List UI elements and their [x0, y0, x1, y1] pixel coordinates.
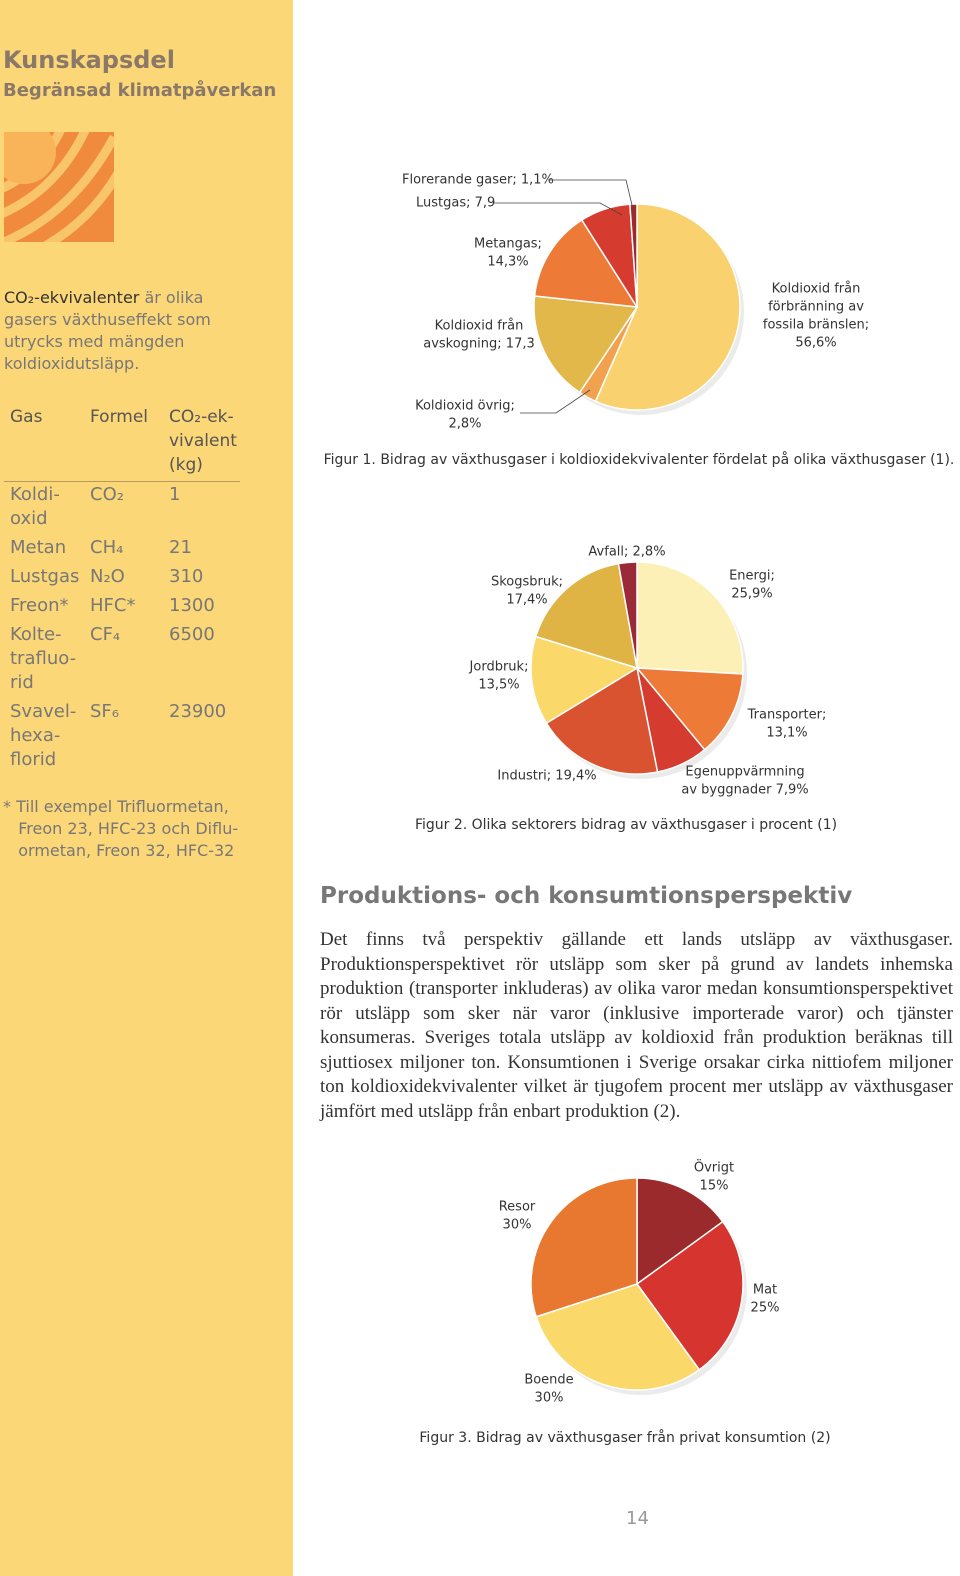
slice-label: fossila bränslen;	[763, 318, 869, 333]
pie-slice	[533, 218, 639, 308]
table-cell: HFC*	[90, 595, 136, 616]
slice-label: Boende	[524, 1373, 573, 1388]
definition-text: är olika gasers växthuseffekt som utryck…	[4, 288, 211, 373]
gas-table: Gas Formel CO₂-ek- vivalent (kg) Koldi- ox…	[4, 404, 240, 776]
pie-slice	[636, 561, 744, 675]
table-cell: N₂O	[90, 566, 125, 587]
slice-label: Egenuppvärmning	[685, 765, 804, 780]
table-cell: CO₂	[90, 484, 124, 505]
slice-label: Mat	[753, 1283, 777, 1298]
table-cell: CF₄	[90, 624, 121, 645]
slice-label: 13,1%	[766, 726, 807, 741]
table-cell: 6500	[169, 624, 215, 645]
table-cell: 23900	[169, 701, 227, 722]
pie-slice	[636, 1177, 724, 1286]
slice-label: Industri; 19,4%	[497, 769, 596, 784]
figure-caption: Figur 3. Bidrag av växthusgaser från pri…	[419, 1429, 830, 1446]
figure-caption: Figur 1. Bidrag av växthusgaser i koldio…	[324, 451, 955, 468]
slice-label: Jordbruk;	[469, 660, 529, 675]
table-cell: Metan	[10, 537, 67, 558]
table-row: Freon* HFC* 1300	[4, 593, 240, 622]
slice-label: avskogning; 17,3	[423, 337, 535, 352]
definition-term: CO₂-ekvivalenter	[4, 288, 140, 307]
slice-label: Övrigt	[694, 1159, 734, 1176]
slice-label: Florerande gaser; 1,1%	[402, 173, 554, 188]
pie-slice	[534, 562, 638, 670]
table-row: Koldi- oxid CO₂ 1	[4, 482, 240, 536]
slice-label: Metangas;	[474, 237, 542, 252]
sidebar	[0, 0, 293, 1576]
sidebar-title: Kunskapsdel	[3, 46, 175, 74]
pie-slice	[533, 295, 639, 394]
slice-label: 56,6%	[795, 336, 836, 351]
pie-slice	[635, 1220, 744, 1371]
table-row: Svavel- hexa- florid SF₆ 23900	[4, 699, 240, 776]
slice-label: 14,3%	[487, 255, 528, 270]
slice-label: 30%	[503, 1218, 532, 1233]
header-cell: CO₂-ek- vivalent (kg)	[163, 404, 240, 482]
slice-label: 30%	[535, 1391, 564, 1406]
table-cell: Lustgas	[10, 566, 80, 587]
slice-label: 25%	[751, 1301, 780, 1316]
article-heading: Produktions- och konsumtionsperspektiv	[320, 883, 853, 909]
pie-slice	[617, 561, 638, 669]
slice-label: Koldioxid från	[435, 319, 524, 334]
pie-slice	[530, 635, 639, 725]
table-cell: 310	[169, 566, 204, 587]
table-cell: Svavel- hexa- florid	[10, 701, 77, 770]
table-cell: 21	[169, 537, 192, 558]
leader-line	[493, 202, 623, 216]
sun-icon	[4, 132, 114, 242]
slice-label: Koldioxid från	[772, 282, 861, 297]
table-header: Gas Formel CO₂-ek- vivalent (kg)	[4, 404, 240, 482]
footnote: * Till exempel Trifluormetan, Freon 23, …	[3, 797, 239, 860]
pie-slice	[629, 203, 638, 308]
slice-label: Energi;	[729, 569, 775, 584]
table-cell: Koldi- oxid	[10, 484, 60, 529]
header-cell: Gas	[4, 404, 84, 482]
header-cell: Formel	[84, 404, 163, 482]
slice-label: förbränning av	[768, 300, 864, 315]
table-row: Lustgas N₂O 310	[4, 564, 240, 593]
table-row: Kolte- trafluo- rid CF₄ 6500	[4, 622, 240, 699]
pie-slice	[535, 1283, 701, 1391]
pie-slice	[530, 1177, 638, 1318]
slice-label: Koldioxid övrig;	[415, 399, 515, 414]
slice-label: Transporter;	[747, 708, 827, 723]
slice-label: 25,9%	[731, 587, 772, 602]
table-cell: 1300	[169, 595, 215, 616]
slice-label: 17,4%	[506, 593, 547, 608]
table-cell: 1	[169, 484, 181, 505]
table-cell: Kolte- trafluo- rid	[10, 624, 77, 693]
slice-label: Lustgas; 7,9	[416, 196, 495, 211]
table-cell: Freon*	[10, 595, 69, 616]
slice-label: Avfall; 2,8%	[588, 545, 665, 560]
definition: CO₂-ekvivalenter är olika gasers växthus…	[4, 287, 244, 375]
slice-label: av byggnader 7,9%	[681, 783, 808, 798]
table-body: Koldi- oxid CO₂ 1 Metan CH₄ 21 Lustgas N₂O 310 Fr…	[4, 482, 240, 777]
article-paragraph: Det finns två perspektiv gällande ett la…	[320, 929, 953, 1122]
table-row: Metan CH₄ 21	[4, 535, 240, 564]
slice-label: Skogsbruk;	[491, 575, 563, 590]
slice-label: Resor	[499, 1200, 536, 1215]
pie-slice	[545, 666, 659, 775]
page-number: 14	[626, 1508, 649, 1529]
table-cell: SF₆	[90, 701, 119, 722]
slice-label: 2,8%	[448, 417, 481, 432]
leader-line	[548, 179, 633, 206]
pie-slice	[635, 667, 744, 751]
leader-line	[520, 389, 591, 414]
slice-label: 13,5%	[478, 678, 519, 693]
figure-caption: Figur 2. Olika sektorers bidrag av växth…	[415, 817, 837, 833]
sidebar-subtitle: Begränsad klimatpåverkan	[3, 80, 277, 101]
pie-slice	[594, 203, 741, 411]
table-cell: CH₄	[90, 537, 124, 558]
slice-label: 15%	[700, 1179, 729, 1194]
